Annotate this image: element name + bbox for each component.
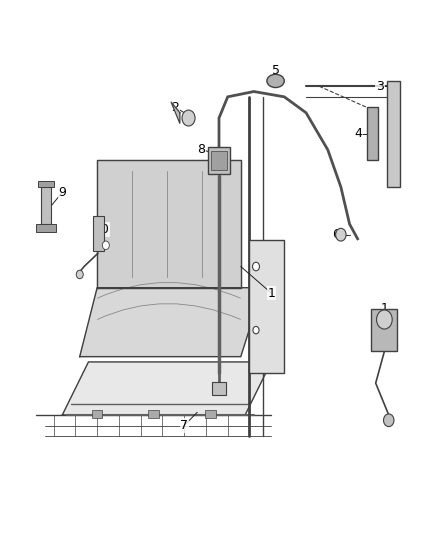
Bar (41, 187, 51, 224)
Circle shape (102, 241, 110, 249)
Text: 6: 6 (332, 228, 340, 241)
Circle shape (377, 310, 392, 329)
Text: 1: 1 (267, 287, 275, 300)
Bar (148, 410, 159, 418)
Bar (36, 224, 56, 232)
Circle shape (336, 228, 346, 241)
Polygon shape (62, 362, 271, 415)
Ellipse shape (267, 74, 284, 87)
Bar (208, 147, 230, 174)
Text: 7: 7 (180, 419, 188, 432)
Polygon shape (97, 160, 241, 288)
Text: 4: 4 (354, 127, 362, 140)
Text: 9: 9 (58, 186, 66, 199)
Circle shape (182, 110, 195, 126)
Bar (371, 309, 397, 351)
Circle shape (384, 414, 394, 426)
Text: 10: 10 (94, 223, 110, 236)
Circle shape (76, 270, 83, 279)
Polygon shape (171, 102, 180, 123)
Text: 5: 5 (272, 64, 279, 77)
Bar (39, 181, 53, 187)
Bar (212, 382, 226, 395)
Bar (205, 410, 215, 418)
Text: 2: 2 (172, 101, 180, 114)
Bar (93, 216, 104, 251)
Bar (367, 108, 378, 160)
Bar (250, 240, 284, 373)
Circle shape (253, 262, 259, 271)
Bar (211, 151, 227, 170)
Polygon shape (80, 288, 262, 357)
Text: 1: 1 (381, 302, 389, 316)
Circle shape (253, 326, 259, 334)
Text: 8: 8 (198, 143, 205, 156)
Bar (92, 410, 102, 418)
Bar (387, 81, 399, 187)
Text: 3: 3 (376, 80, 384, 93)
